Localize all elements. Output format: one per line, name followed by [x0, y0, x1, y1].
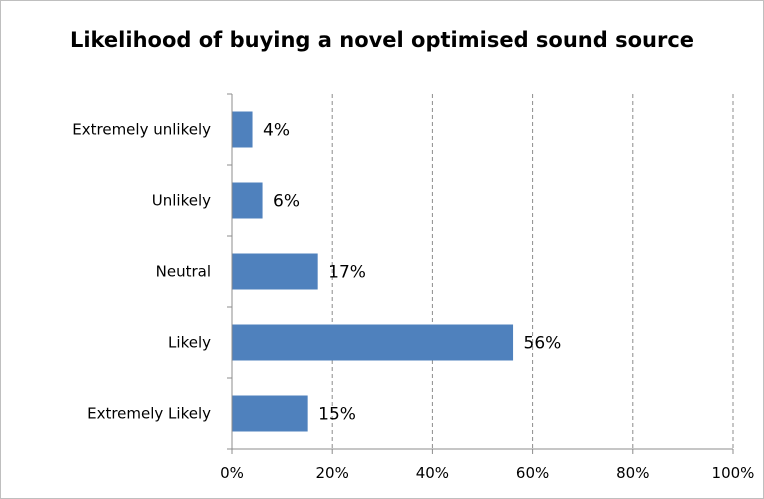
data-label: 15%: [318, 405, 356, 425]
x-tick-label: 0%: [220, 464, 244, 482]
x-tick-label: 60%: [516, 464, 549, 482]
chart-title: Likelihood of buying a novel optimised s…: [69, 28, 695, 52]
category-label: Neutral: [156, 263, 211, 281]
x-tick-label: 100%: [712, 464, 755, 482]
category-label: Extremely Likely: [87, 405, 211, 423]
data-label: 17%: [328, 263, 366, 283]
x-tick-label: 20%: [316, 464, 349, 482]
bar: [232, 324, 514, 361]
category-label: Likely: [168, 334, 211, 352]
data-label: 56%: [524, 334, 562, 354]
x-tick-label: 80%: [616, 464, 649, 482]
bar: [232, 111, 253, 148]
bar: [232, 182, 263, 219]
data-label: 4%: [263, 121, 290, 141]
category-label: Extremely unlikely: [72, 121, 211, 139]
x-tick-label: 40%: [416, 464, 449, 482]
bar: [232, 253, 318, 290]
category-label: Unlikely: [152, 192, 211, 210]
bar: [232, 395, 308, 432]
data-label: 6%: [273, 192, 300, 212]
